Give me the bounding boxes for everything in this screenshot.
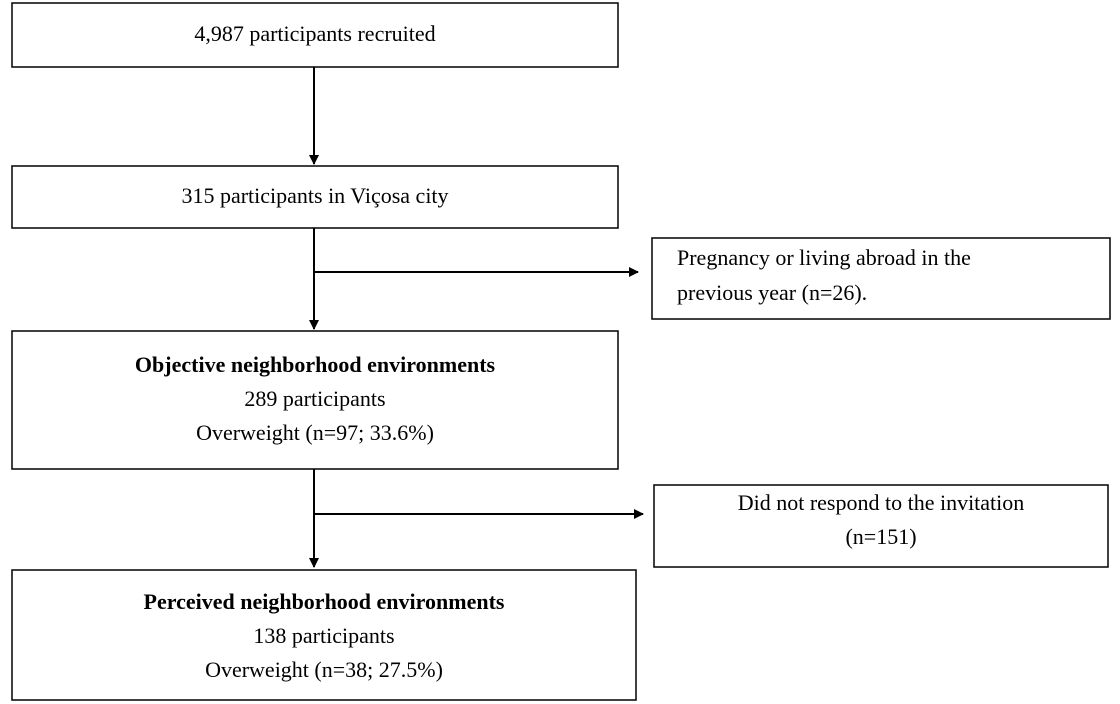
node-text: previous year (n=26). [677,280,867,305]
box [11,569,637,701]
box [11,165,619,229]
node-text: 289 participants [244,386,385,411]
node-text: (n=151) [845,524,916,549]
node-text: Pregnancy or living abroad in the [677,245,971,270]
node-heading: Objective neighborhood environments [135,352,496,377]
box [651,237,1111,320]
node-text: 315 participants in Viçosa city [181,183,448,208]
node-text: Overweight (n=97; 33.6%) [196,420,434,445]
node-text: 138 participants [253,623,394,648]
node-heading: Perceived neighborhood environments [144,589,505,614]
box [11,330,619,470]
node-text: 4,987 participants recruited [194,21,435,46]
box [11,2,619,68]
box [653,484,1109,568]
node-text: Overweight (n=38; 27.5%) [205,657,443,682]
node-text: Did not respond to the invitation [738,490,1025,515]
